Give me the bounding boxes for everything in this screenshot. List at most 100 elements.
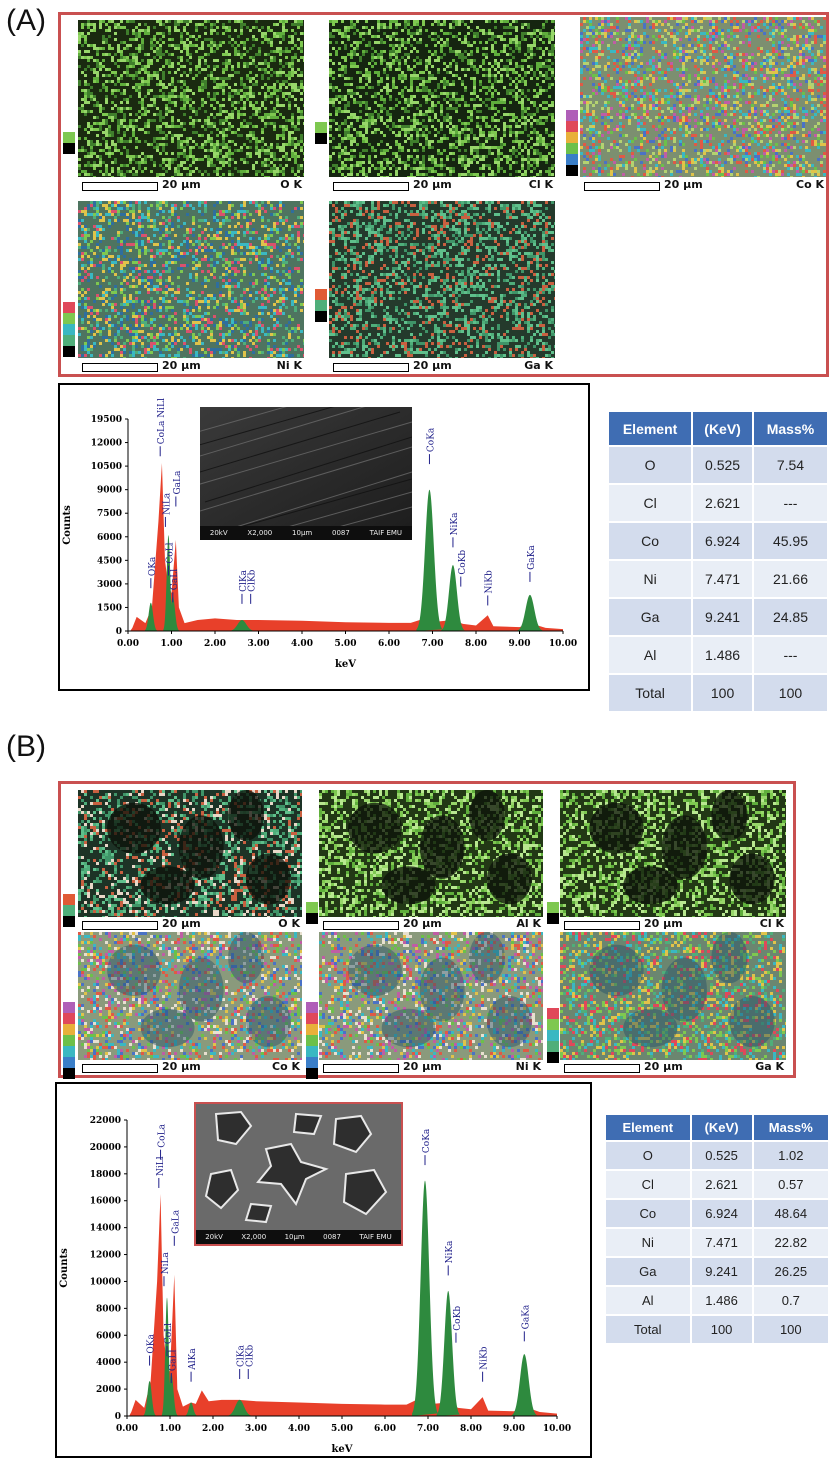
colorbar-swatch (63, 1002, 75, 1013)
line-label: GaLa (173, 470, 183, 495)
map-b-co-k-caption: 20 µm Co K (78, 1060, 302, 1075)
energy-cell: 100 (689, 1314, 754, 1345)
y-tick-label: 12000 (91, 439, 122, 449)
mass-cell: 0.7 (751, 1285, 831, 1316)
x-tick-label: 8.00 (460, 1424, 482, 1434)
scale-label: 20 µm (162, 359, 201, 372)
mass-cell: 21.66 (751, 559, 830, 599)
y-tick-label: 6000 (97, 533, 122, 543)
scale-label: 20 µm (162, 917, 201, 930)
colorbar-swatch (547, 902, 559, 913)
mass-cell: --- (751, 635, 830, 675)
x-tick-label: 0.00 (117, 639, 139, 649)
element-cell: O (606, 445, 694, 485)
peak-label: CoKa (422, 1128, 432, 1153)
peak-label: ClKa (237, 1345, 247, 1367)
colorbar-swatch (63, 324, 75, 335)
y-tick-label: 1500 (97, 603, 122, 613)
element-cell: Ga (606, 597, 694, 637)
element-cell: Ni (606, 559, 694, 599)
x-tick-label: 3.00 (245, 1424, 267, 1434)
panel-a-spectrum-frame: OKa CoLl GaLl ClKa CoKa NiKa GaKa CoLa NiLl NiLa… (58, 383, 590, 691)
table-header: (KeV) (691, 410, 754, 447)
element-cell: Co (606, 521, 694, 561)
colorbar-swatch (306, 1057, 318, 1068)
y-tick-label: 0 (115, 1412, 121, 1422)
y-tick-label: 4500 (97, 556, 122, 566)
colorbar-swatch (306, 902, 318, 913)
table-row: Al 1.486 --- (606, 635, 830, 675)
mass-cell: 45.95 (751, 521, 830, 561)
scale-bar (584, 182, 660, 191)
x-tick-label: 6.00 (374, 1424, 396, 1434)
map-a-ga-k-caption: 20 µm Ga K (329, 359, 555, 374)
x-tick-label: 3.00 (248, 639, 270, 649)
map-b-co-k (78, 932, 302, 1060)
y-tick-label: 14000 (90, 1224, 121, 1234)
line-label: NiKb (480, 1346, 490, 1369)
map-b-ni-k-caption: 20 µm Ni K (319, 1060, 543, 1075)
panel-b-composition-table: Element (KeV) Mass% O 0.525 1.02 Cl 2.621 0.5… (604, 1113, 831, 1345)
y-tick-label: 10500 (91, 462, 122, 472)
scale-bar (82, 363, 158, 372)
x-tick-label: 2.00 (204, 639, 226, 649)
colorbar-swatch (306, 1046, 318, 1057)
map-a-cl-k-colorbar (315, 122, 327, 144)
peak-gall (166, 596, 180, 631)
table-row: Ni 7.471 21.66 (606, 559, 830, 599)
table-header: Element (604, 1113, 692, 1142)
scale-bar (82, 182, 158, 191)
x-axis-title: keV (335, 659, 356, 670)
colorbar-swatch (566, 154, 578, 165)
map-b-o-k-caption: 20 µm O K (78, 917, 302, 932)
sem-caption-bar: 20kV X2,000 10µm 0087 TAIF EMU (196, 1230, 401, 1244)
table-row: Total 100 100 (606, 673, 830, 713)
colorbar-swatch (547, 1041, 559, 1052)
scale-bar (333, 182, 409, 191)
colorbar-swatch (306, 1002, 318, 1013)
table-row: Co 6.924 45.95 (606, 521, 830, 561)
map-b-ga-k (560, 932, 786, 1060)
peak-label: GaLl (168, 1350, 178, 1372)
x-tick-label: 6.00 (378, 639, 400, 649)
scale-bar (333, 363, 409, 372)
line-label: NiLa (161, 1251, 171, 1274)
x-tick-label: 1.00 (161, 639, 183, 649)
mass-cell: 1.02 (751, 1140, 831, 1171)
element-cell: Cl (606, 483, 694, 523)
peak-label: AlKa (188, 1348, 198, 1371)
peak-label: CoLl (164, 1323, 174, 1344)
map-b-co-k-colorbar (63, 1002, 75, 1079)
line-label: GaLa (171, 1209, 181, 1234)
peak-alka (184, 1402, 198, 1416)
map-a-o-k-caption: 20 µm O K (78, 178, 304, 193)
x-tick-label: 9.00 (503, 1424, 525, 1434)
table-row: Cl 2.621 --- (606, 483, 830, 523)
y-tick-label: 20000 (90, 1143, 121, 1153)
colorbar-swatch (547, 1008, 559, 1019)
table-row: O 0.525 1.02 (604, 1140, 831, 1171)
peak-nika (436, 1290, 460, 1416)
peak-oka (143, 1381, 157, 1416)
energy-cell: 1.486 (691, 635, 754, 675)
map-a-co-k-caption: 20 µm Co K (580, 178, 826, 193)
peak-label: NiKa (445, 1240, 455, 1263)
x-tick-label: 7.00 (422, 639, 444, 649)
sem-scale: 10µm (292, 529, 313, 537)
colorbar-swatch (63, 143, 75, 154)
peak-gaka (516, 594, 543, 631)
scale-label: 20 µm (403, 917, 442, 930)
map-b-al-k-caption: 20 µm Al K (319, 917, 543, 932)
mass-cell: 7.54 (751, 445, 830, 485)
colorbar-swatch (63, 905, 75, 916)
peak-gaka (511, 1354, 538, 1416)
table-header: (KeV) (689, 1113, 754, 1142)
mass-cell: 100 (751, 1314, 831, 1345)
energy-cell: 2.621 (691, 483, 754, 523)
map-a-co-k-colorbar (566, 110, 578, 176)
map-b-al-k-colorbar (306, 902, 318, 924)
mass-cell: 0.57 (751, 1169, 831, 1200)
energy-cell: 9.241 (691, 597, 754, 637)
element-cell: Cl (604, 1169, 692, 1200)
colorbar-swatch (306, 913, 318, 924)
